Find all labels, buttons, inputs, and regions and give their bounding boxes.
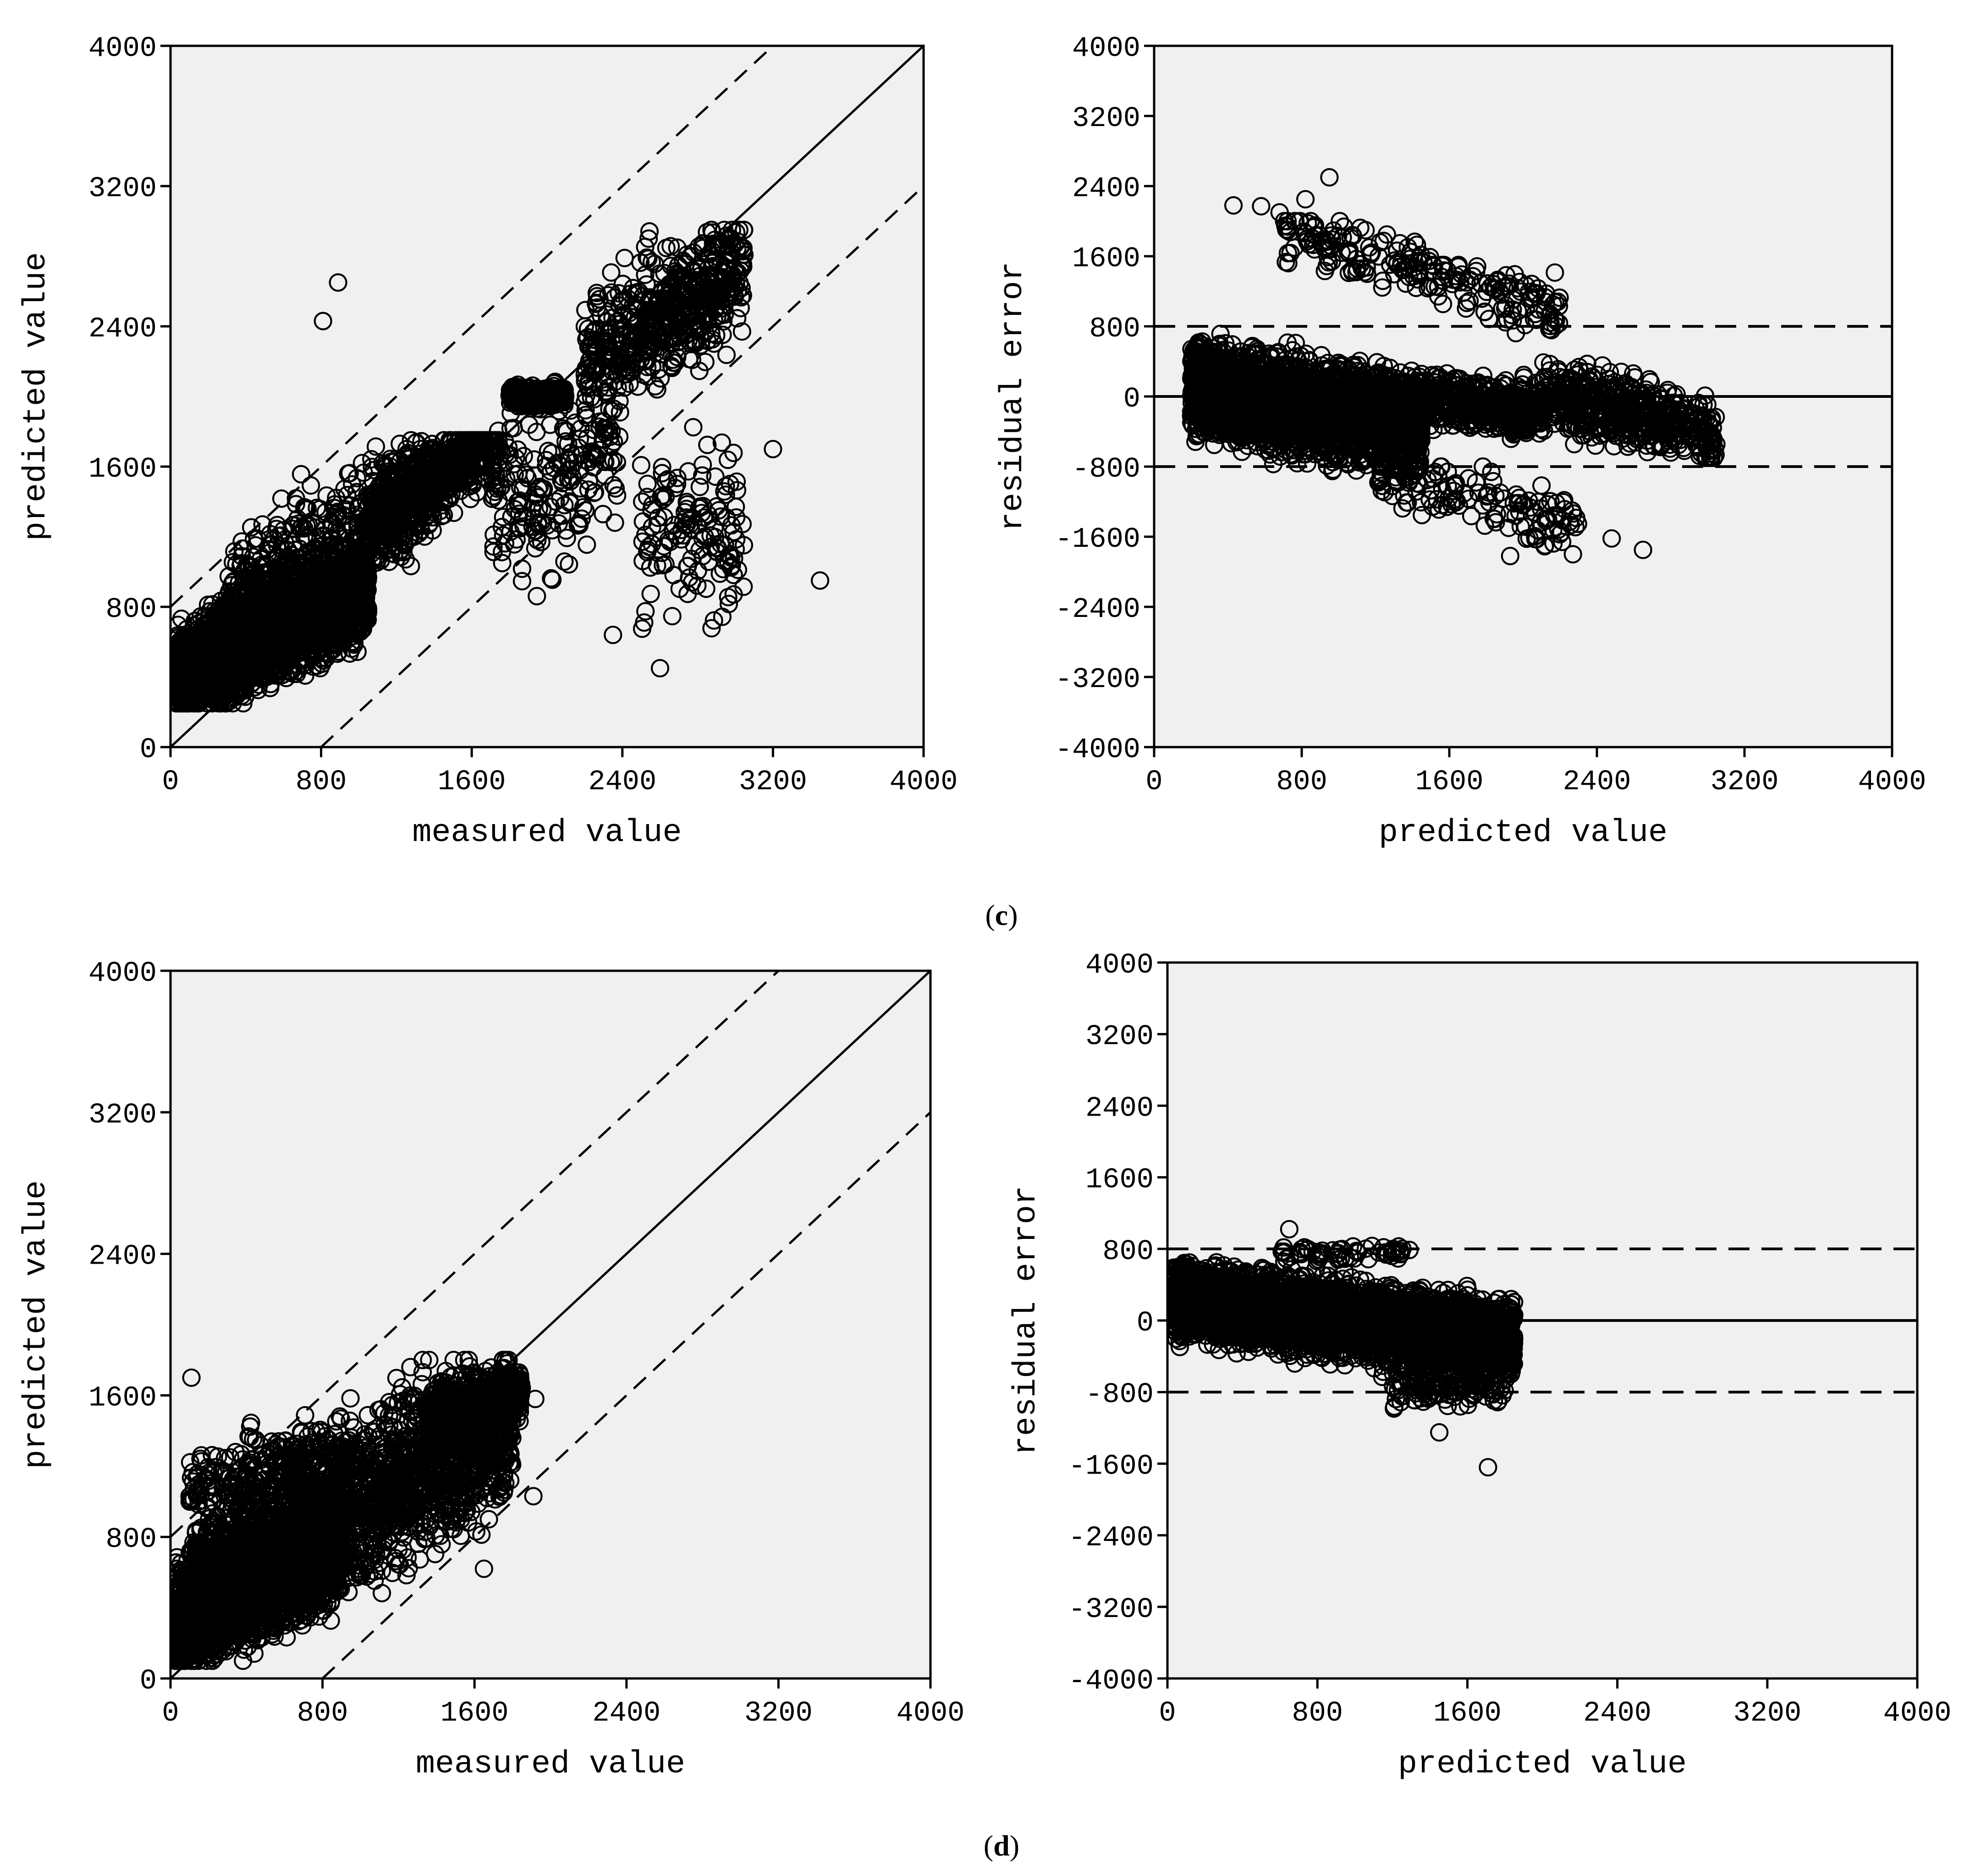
y-axis-label: predicted value — [18, 252, 55, 541]
y-tick-label: 800 — [105, 593, 157, 626]
x-tick-label: 800 — [296, 765, 347, 798]
x-tick-label: 3200 — [739, 765, 807, 798]
y-tick-label: 0 — [140, 733, 157, 766]
x-tick-label: 2400 — [588, 765, 656, 798]
y-tick-label: 3200 — [88, 172, 157, 205]
y-tick-label: 2400 — [88, 313, 157, 345]
panel-c-right-chart: -4000-3200-2400-1600-8000800160024003200… — [995, 32, 1926, 851]
x-axis-label: measured value — [412, 815, 682, 851]
x-tick-label: 4000 — [890, 765, 958, 798]
y-tick-label: 4000 — [88, 32, 157, 65]
panel-c-left-chart: 0 800 1600 2400 3200 4000 0 800 1600 2400 3200 4000… — [18, 32, 957, 851]
x-tick-label: 1600 — [438, 765, 506, 798]
x-tick-label: 0 — [162, 765, 179, 798]
y-tick-label: 1600 — [88, 453, 157, 485]
